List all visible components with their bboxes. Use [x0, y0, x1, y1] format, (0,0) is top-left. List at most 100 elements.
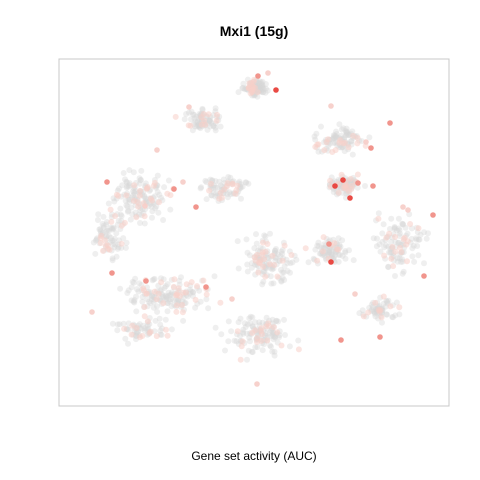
low-activity-point: [350, 132, 357, 139]
low-activity-point: [320, 248, 326, 255]
high-activity-point: [265, 70, 271, 76]
background-point: [123, 239, 130, 246]
background-point: [373, 243, 380, 250]
background-point: [417, 231, 424, 238]
background-point: [356, 310, 363, 317]
background-point: [123, 184, 130, 191]
background-point: [204, 126, 211, 133]
background-point: [111, 244, 118, 251]
background-point: [333, 131, 340, 137]
background-point: [217, 123, 224, 130]
low-activity-point: [205, 111, 212, 118]
background-point: [385, 263, 392, 270]
background-point: [245, 180, 252, 187]
background-point: [254, 93, 261, 100]
low-activity-point: [171, 276, 178, 283]
low-activity-point: [151, 179, 158, 186]
background-point: [162, 294, 169, 301]
background-point: [275, 318, 282, 325]
background-point: [164, 300, 171, 306]
high-activity-point: [355, 180, 361, 186]
background-point: [321, 241, 328, 248]
high-activity-point: [363, 139, 369, 145]
background-point: [399, 256, 406, 263]
background-point: [131, 299, 138, 306]
background-point: [133, 329, 140, 336]
background-point: [252, 344, 259, 351]
background-point: [237, 315, 244, 322]
low-activity-point: [192, 296, 199, 303]
background-point: [346, 247, 352, 254]
background-point: [124, 290, 131, 296]
background-point: [392, 238, 399, 245]
background-point: [259, 78, 266, 85]
background-point: [395, 225, 402, 232]
background-point: [162, 316, 169, 323]
low-activity-point: [200, 111, 207, 117]
background-point: [263, 314, 270, 321]
background-point: [167, 206, 174, 213]
background-point: [148, 203, 155, 210]
low-activity-point: [392, 248, 399, 255]
background-point: [249, 314, 256, 321]
high-activity-point: [255, 73, 261, 79]
low-activity-point: [381, 252, 388, 259]
background-point: [272, 334, 279, 341]
background-point: [151, 275, 158, 282]
background-point: [113, 253, 120, 260]
background-point: [108, 234, 114, 241]
high-activity-point: [430, 212, 436, 218]
background-point: [117, 205, 124, 212]
background-point: [414, 243, 421, 249]
background-point: [271, 333, 278, 340]
low-activity-point: [214, 111, 220, 118]
background-point: [249, 349, 256, 356]
background-point: [154, 189, 161, 195]
background-point: [247, 338, 253, 345]
background-point: [235, 319, 242, 326]
background-point: [262, 233, 269, 240]
background-point: [329, 136, 336, 143]
background-point: [192, 123, 199, 130]
background-point: [205, 305, 212, 312]
background-point: [110, 225, 117, 232]
background-point: [138, 325, 145, 332]
background-point: [211, 273, 218, 280]
background-point: [329, 251, 336, 258]
low-activity-point: [234, 182, 241, 189]
background-point: [126, 167, 133, 174]
background-point: [330, 139, 337, 146]
background-point: [228, 328, 235, 335]
background-point: [212, 105, 219, 112]
background-point: [212, 184, 219, 191]
background-point: [109, 225, 115, 232]
low-activity-point: [141, 213, 148, 220]
background-point: [350, 257, 357, 264]
background-point: [396, 227, 403, 234]
background-point: [379, 319, 385, 326]
background-point: [110, 224, 117, 231]
background-point: [202, 177, 209, 184]
background-point: [168, 291, 175, 298]
low-activity-point: [396, 304, 403, 311]
low-activity-point: [97, 240, 104, 246]
low-activity-point: [415, 225, 422, 232]
background-point: [341, 148, 348, 155]
background-point: [133, 293, 139, 300]
background-point: [128, 297, 135, 304]
background-point: [124, 208, 131, 215]
background-point: [105, 227, 112, 234]
background-point: [371, 310, 378, 317]
background-point: [197, 298, 204, 305]
background-point: [237, 332, 243, 339]
low-activity-point: [354, 171, 361, 178]
background-point: [239, 329, 246, 336]
background-point: [271, 352, 278, 359]
low-activity-point: [167, 192, 174, 199]
background-point: [342, 248, 349, 254]
background-point: [343, 130, 350, 137]
high-activity-point: [154, 147, 160, 153]
low-activity-point: [349, 182, 356, 189]
background-point: [384, 298, 390, 305]
background-point: [150, 276, 157, 283]
